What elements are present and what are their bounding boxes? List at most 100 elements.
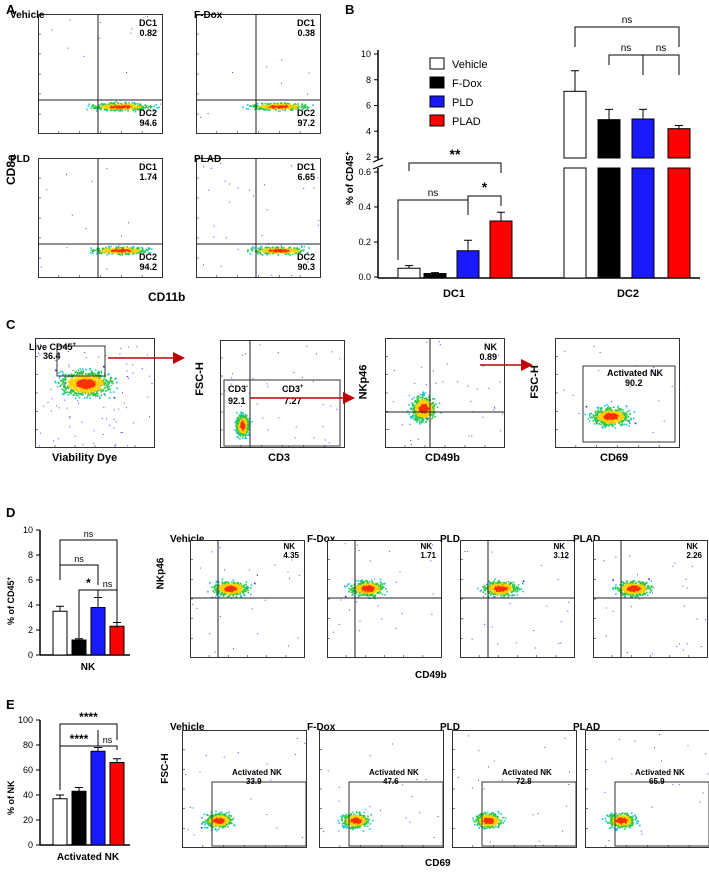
y-tick-label: 2 [28,625,33,635]
plot-title: F-Dox [307,534,336,545]
axis-label-x: CD69 [600,452,629,464]
flow-plot-vehicle: DC1 0.82 DC2 94.6 Vehicle [10,10,163,134]
bar-plad [109,625,125,656]
y-tick-label: 0 [28,840,33,850]
y-tick-label: 6 [28,575,33,585]
y-tick-label: 0.2 [358,237,371,247]
y-tick-label: 0.6 [358,167,371,177]
gate-value: 92.1 [228,396,246,406]
panel-c: Live CD45+36.4CD45Viability DyeCD3-92.1C… [0,328,709,498]
sig-label: ns [103,735,113,745]
flow-plot: Activated NK 47.6 [319,730,444,848]
bar-pld [90,607,106,656]
panel-d-chart: 10 8 6 4 2 0 % of CD45+ NK ns ns * ns [6,525,130,673]
dc2-label: DC2 [296,252,315,262]
panel-label-a: A [6,2,16,17]
y-tick-label: 8 [366,75,371,85]
gate-value: 2.26 [686,551,702,560]
gate-value: 47.6 [383,777,399,786]
y-axis-label: % of CD45+ [6,576,16,625]
flow-density-plot [182,730,307,848]
bar-f-dox [71,639,87,656]
sig-dc1-vehicle-plad: ** [450,146,461,162]
flow-plot: Activated NK 33.9 [182,730,307,848]
legend-swatch [429,95,445,108]
gate-label: Live CD45+ [29,342,77,352]
sig-dc1-pld-plad: * [482,179,488,195]
plot-title: F-Dox [307,722,336,733]
gate-value: 36.4 [43,351,61,361]
flow-plot: NK 2.26 [593,540,708,658]
gate-label: Activated NK [369,768,419,777]
gating-plot-nk: NK 0.89 [385,338,505,448]
flow-density-plot [196,158,321,278]
dc2-value: 90.3 [297,262,315,272]
legend-swatch [429,114,445,127]
bar-dc2-plad [667,128,691,159]
flow-density-plot [385,338,505,448]
panel-e-flow: Vehicle Activated NK 33.9 F-Dox Activated NK… [150,718,709,872]
flow-plot: Activated NK 72.8 [452,730,577,848]
y-axis-label: % of NK [6,780,16,815]
flow-density-plot [452,730,577,848]
gate-value: 0.89 [479,352,497,362]
bar-vehicle [52,610,68,656]
sig-dc2-vehicle-plad: ns [622,15,633,26]
legend-label: F-Dox [452,78,482,90]
panel-label-c: C [6,317,16,332]
y-tick-label: 20 [23,815,33,825]
gate-value: 7.27 [284,396,302,406]
dc2-label: DC2 [138,252,157,262]
gate-value: 90.2 [625,378,643,388]
bar-dc1-f-dox [423,273,447,279]
plot-title: PLD [440,722,460,733]
gate-label: NK [686,542,698,551]
axis-label-x: Viability Dye [52,452,118,464]
gate-label: Activated NK [502,768,552,777]
gate-value: 65.9 [649,777,665,786]
axis-label-x: CD69 [425,858,451,869]
panel-e-chart: 100 80 60 40 20 0 % of NK Activated NK **** **** n… [6,710,130,863]
sig-label: ns [103,579,113,589]
flow-density-plot [38,158,163,278]
dc1-value: 1.74 [139,172,157,182]
plot-title: PLAD [194,154,222,165]
y-tick-label: 10 [23,525,33,535]
flow-density-plot [38,14,163,134]
bar-dc1-pld [456,250,480,279]
sig-label: **** [79,710,98,724]
sig-label: ns [74,554,84,564]
gate-label: NK [283,542,295,551]
dc2-value: 94.2 [139,262,157,272]
flow-plot-pld: DC1 1.74 DC2 94.2 PLD [10,154,163,278]
flow-density-plot [460,540,575,658]
y-tick-label: 0.0 [358,272,371,282]
legend-swatch [429,57,445,70]
group-label-dc2: DC2 [617,288,639,300]
plot-title: Vehicle [170,534,205,545]
dc1-label: DC1 [138,18,157,28]
flow-plot: Activated NK 65.9 [585,730,709,848]
flow-plot: NK 4.35 [190,540,305,658]
flow-density-plot [220,340,345,448]
bar-dc2-f-dox [597,119,621,159]
gate-label: NK [553,542,565,551]
y-tick-label: 8 [28,550,33,560]
y-tick-label: 2 [366,152,371,162]
gate-label-cd3-neg: CD3- [228,384,249,394]
axis-label-x: CD3 [268,452,291,464]
dc1-value: 0.38 [297,28,315,38]
dc1-value: 0.82 [139,28,157,38]
gate-value: 3.12 [553,551,569,560]
dc2-value: 97.2 [297,118,315,128]
axis-label-y: NKp46 [155,557,167,590]
sig-dc2-fdox-pld: ns [621,43,632,54]
dc1-label: DC1 [296,18,315,28]
panel-a-xaxis: CD11b [148,290,186,304]
dc2-label: DC2 [296,108,315,118]
legend-swatch [429,76,445,89]
gate-value: 72.8 [516,777,532,786]
flow-plot: NK 1.71 [327,540,442,658]
flow-plot: NK 3.12 [460,540,575,658]
x-axis-label: NK [81,662,96,673]
